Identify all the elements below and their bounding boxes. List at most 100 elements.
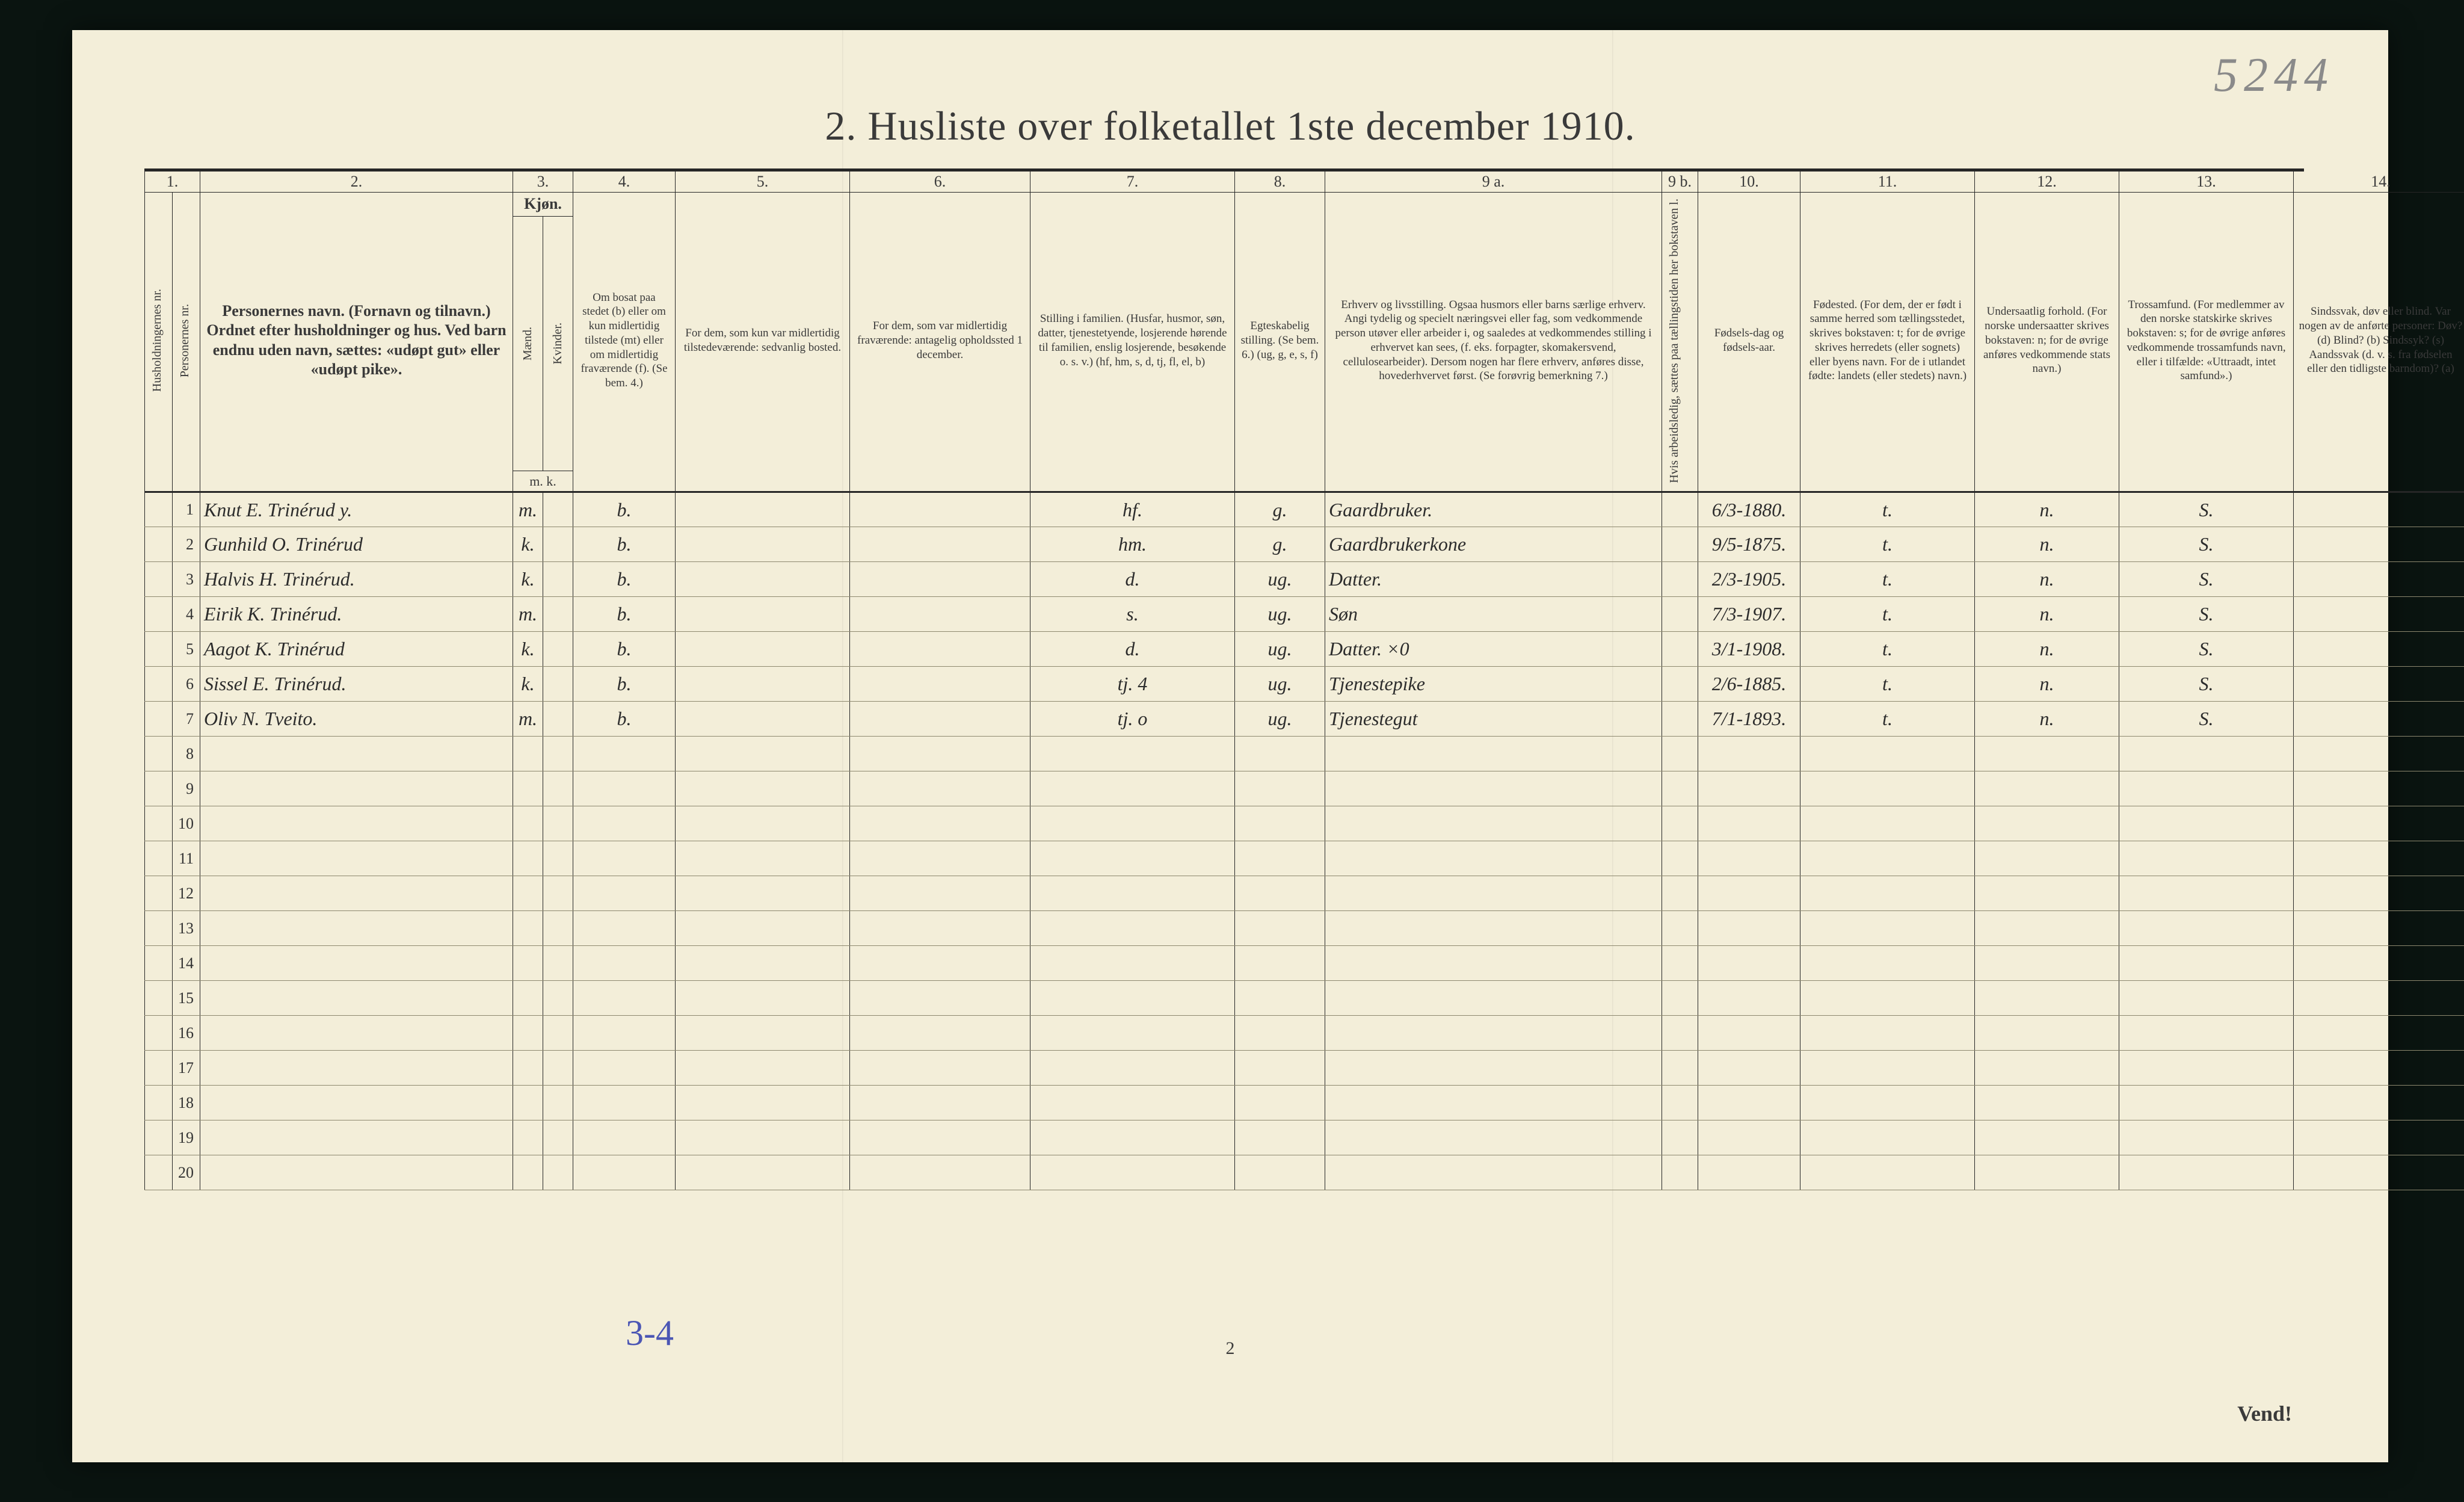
table-row: 20 <box>145 1155 2464 1190</box>
cell-blank <box>1325 981 1662 1016</box>
cell-blank <box>1975 1120 2119 1155</box>
cell-person-nr: 13 <box>173 911 200 946</box>
cell-residence-status: b. <box>573 632 676 667</box>
header-person-nr: Personernes nr. <box>173 192 200 492</box>
table-row: 11 <box>145 841 2464 876</box>
cell-blank <box>200 981 513 1016</box>
cell-usual-residence <box>676 597 850 632</box>
cell-blank <box>1325 1086 1662 1120</box>
cell-blank <box>1975 911 2119 946</box>
cell-blank <box>1975 1155 2119 1190</box>
cell-occupation: Datter. ×0 <box>1325 632 1662 667</box>
cell-birthdate: 9/5-1875. <box>1698 527 1800 562</box>
table-row: 17 <box>145 1051 2464 1086</box>
cell-blank <box>513 841 543 876</box>
cell-blank <box>676 1051 850 1086</box>
cell-birthdate: 2/6-1885. <box>1698 667 1800 702</box>
header-residence-status: Om bosat paa stedet (b) eller om kun mid… <box>573 192 676 492</box>
cell-absent-location <box>850 597 1030 632</box>
cell-blank <box>200 806 513 841</box>
cell-blank <box>1975 737 2119 771</box>
cell-nationality: n. <box>1975 632 2119 667</box>
cell-name: Oliv N. Tveito. <box>200 702 513 737</box>
cell-sex: m. <box>513 702 543 737</box>
cell-blank <box>2119 981 2294 1016</box>
cell-household-nr <box>145 597 173 632</box>
cell-blank <box>1030 1016 1235 1051</box>
cell-blank <box>850 1155 1030 1190</box>
cell-household-nr <box>145 876 173 911</box>
cell-household-nr <box>145 492 173 527</box>
cell-blank <box>676 1016 850 1051</box>
cell-marital: ug. <box>1235 702 1325 737</box>
cell-blank <box>1662 946 1698 981</box>
cell-person-nr: 3 <box>173 562 200 597</box>
cell-marital: ug. <box>1235 632 1325 667</box>
cell-blank <box>1975 841 2119 876</box>
cell-name: Gunhild O. Trinérud <box>200 527 513 562</box>
cell-blank <box>1975 946 2119 981</box>
cell-blank <box>200 1120 513 1155</box>
cell-blank <box>850 981 1030 1016</box>
colnum: 13. <box>2119 172 2294 192</box>
cell-infirmity <box>2294 562 2464 597</box>
cell-sex-k <box>543 597 573 632</box>
cell-household-nr <box>145 527 173 562</box>
cell-blank <box>1698 771 1800 806</box>
cell-religion: S. <box>2119 492 2294 527</box>
cell-household-nr <box>145 1086 173 1120</box>
cell-blank <box>1235 1086 1325 1120</box>
colnum: 6. <box>850 172 1030 192</box>
cell-person-nr: 14 <box>173 946 200 981</box>
cell-blank <box>2119 841 2294 876</box>
cell-blank <box>1698 841 1800 876</box>
cell-unemployed <box>1662 527 1698 562</box>
cell-blank <box>1698 1016 1800 1051</box>
cell-blank <box>573 737 676 771</box>
cell-blank <box>2119 1086 2294 1120</box>
cell-blank <box>850 911 1030 946</box>
cell-blank <box>200 841 513 876</box>
cell-sex-k <box>543 492 573 527</box>
cell-blank <box>676 841 850 876</box>
table-row: 1Knut E. Trinérud y.m.b.hf.g.Gaardbruker… <box>145 492 2464 527</box>
cell-blank <box>2119 1016 2294 1051</box>
cell-sex-k <box>543 667 573 702</box>
table-row: 5Aagot K. Trinérudk.b.d.ug.Datter. ×03/1… <box>145 632 2464 667</box>
cell-blank <box>2119 911 2294 946</box>
cell-blank <box>513 1086 543 1120</box>
cell-blank <box>1030 876 1235 911</box>
cell-blank <box>1235 806 1325 841</box>
colnum: 8. <box>1235 172 1325 192</box>
cell-blank <box>1030 1051 1235 1086</box>
cell-blank <box>1325 771 1662 806</box>
table-row: 9 <box>145 771 2464 806</box>
pencil-annotation-top: 5244 <box>2214 48 2334 103</box>
cell-blank <box>676 946 850 981</box>
cell-residence-status: b. <box>573 492 676 527</box>
cell-blank <box>1235 876 1325 911</box>
colnum: 4. <box>573 172 676 192</box>
cell-blank <box>1662 981 1698 1016</box>
cell-nationality: n. <box>1975 527 2119 562</box>
table-row: 19 <box>145 1120 2464 1155</box>
table-body: 1Knut E. Trinérud y.m.b.hf.g.Gaardbruker… <box>145 492 2464 1190</box>
cell-household-nr <box>145 981 173 1016</box>
cell-blank <box>850 1120 1030 1155</box>
cell-blank <box>676 1120 850 1155</box>
cell-person-nr: 7 <box>173 702 200 737</box>
cell-blank <box>1235 1120 1325 1155</box>
cell-blank <box>1325 911 1662 946</box>
cell-blank <box>676 911 850 946</box>
cell-blank <box>1325 1016 1662 1051</box>
cell-blank <box>573 1155 676 1190</box>
header-usual-residence: For dem, som kun var midlertidig tilsted… <box>676 192 850 492</box>
cell-name: Halvis H. Trinérud. <box>200 562 513 597</box>
cell-blank <box>1662 1155 1698 1190</box>
cell-blank <box>1325 1120 1662 1155</box>
cell-occupation: Datter. <box>1325 562 1662 597</box>
cell-marital: ug. <box>1235 562 1325 597</box>
cell-absent-location <box>850 562 1030 597</box>
colnum: 12. <box>1975 172 2119 192</box>
cell-birthplace: t. <box>1800 667 1975 702</box>
